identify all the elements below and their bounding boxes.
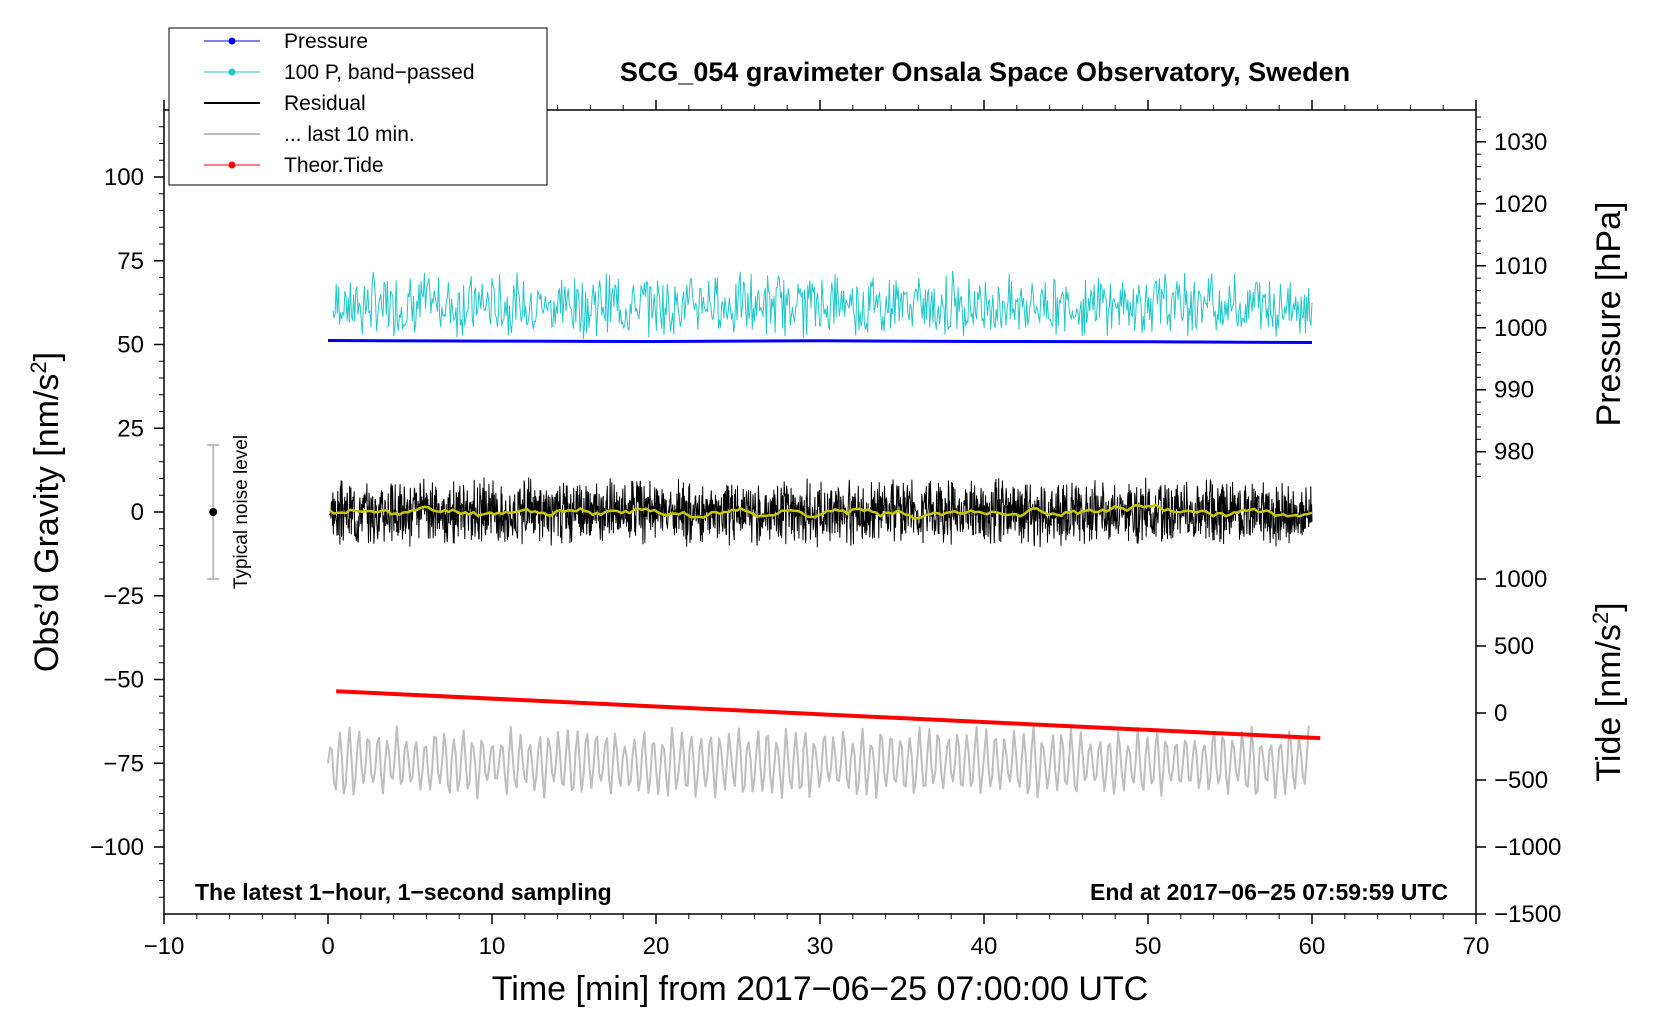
legend-label: Residual	[284, 92, 366, 115]
x-axis-label: Time [min] from 2017−06−25 07:00:00 UTC	[492, 970, 1148, 1008]
y-tick-label: −50	[103, 667, 144, 694]
series-line-pressure	[327, 339, 1313, 344]
x-tick-label: 10	[479, 933, 506, 960]
legend-marker	[228, 161, 236, 169]
tide-tick-label: −1000	[1494, 834, 1561, 861]
pressure-axis-ticks: 1030 1020 1010 1000 990 980	[1476, 116, 1547, 477]
series-line-residual	[329, 477, 1313, 548]
legend-box	[168, 27, 548, 186]
y-axis-label-pressure: Pressure [hPa]	[1590, 202, 1628, 427]
legend-marker	[228, 37, 236, 45]
legend-label: Theor.Tide	[284, 154, 384, 177]
pressure-tick-label: 980	[1494, 439, 1534, 466]
tide-tick-label: −1500	[1494, 901, 1561, 928]
x-tick-label: 60	[1299, 933, 1326, 960]
end-time-note: End at 2017−06−25 07:59:59 UTC	[1090, 879, 1448, 905]
y-tick-label: 0	[131, 499, 144, 526]
tide-tick-label: 1000	[1494, 566, 1547, 593]
noise-label: Typical noise level	[231, 435, 252, 589]
x-tick-label: 0	[321, 933, 334, 960]
series-line-theor-tide	[336, 689, 1321, 741]
chart-title: SCG_054 gravimeter Onsala Space Observat…	[620, 57, 1350, 87]
tide-tick-label: 500	[1494, 633, 1534, 660]
x-tick-label: 20	[643, 933, 670, 960]
series-line-100-p-band-passed	[332, 270, 1313, 340]
pressure-tick-label: 1020	[1494, 191, 1547, 218]
y-tick-label: 100	[104, 164, 144, 191]
pressure-tick-label: 1030	[1494, 129, 1547, 156]
y-tick-label: 75	[117, 248, 144, 275]
legend: Pressure 100 P, band−passed Residual ... la…	[168, 27, 548, 186]
y-axis-label-left: Obs’d Gravity [nm/s2]	[26, 352, 66, 672]
series-line-last-10-min	[327, 725, 1310, 800]
legend-label: ... last 10 min.	[284, 123, 415, 146]
pressure-tick-label: 990	[1494, 377, 1534, 404]
tide-tick-label: −500	[1494, 767, 1548, 794]
y-tick-label: −100	[90, 834, 144, 861]
sampling-note: The latest 1−hour, 1−second sampling	[195, 879, 612, 905]
x-tick-label: 70	[1463, 933, 1490, 960]
y-tick-label: 25	[117, 415, 144, 442]
y-tick-label: 50	[117, 332, 144, 359]
x-tick-label: 50	[1135, 933, 1162, 960]
y-tick-label: −25	[103, 583, 144, 610]
y-axis-ticks: 100 75 50 25 0 −25 −50 −75 −100	[90, 126, 164, 898]
series-lines	[327, 270, 1321, 800]
legend-marker	[228, 68, 236, 76]
pressure-tick-label: 1000	[1494, 315, 1547, 342]
legend-label: Pressure	[284, 30, 368, 53]
legend-label: 100 P, band−passed	[284, 61, 475, 84]
x-axis-ticks: −10 0 10 20 30 40 50 60 70	[144, 100, 1490, 960]
x-tick-label: 30	[807, 933, 834, 960]
noise-indicator: Typical noise level	[207, 435, 252, 589]
x-tick-label: 40	[971, 933, 998, 960]
y-axis-label-tide: Tide [nm/s2]	[1588, 602, 1628, 781]
tide-tick-label: 0	[1494, 700, 1507, 727]
pressure-tick-label: 1010	[1494, 253, 1547, 280]
noise-bar-center	[209, 508, 218, 516]
tide-axis-ticks: 1000 500 0 −500 −1000 −1500	[1476, 566, 1561, 928]
x-tick-label: −10	[144, 933, 185, 960]
y-tick-label: −75	[103, 750, 144, 777]
series-line-residual-smoothed	[328, 503, 1313, 520]
